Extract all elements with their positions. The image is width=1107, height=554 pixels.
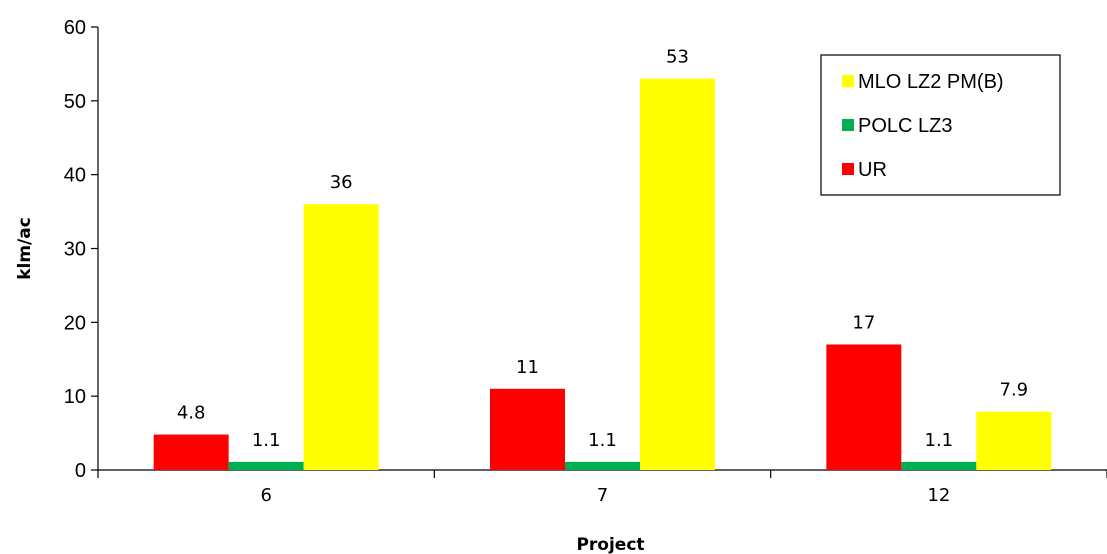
y-tick-label: 10 (64, 386, 86, 408)
y-axis: 0 10 20 30 40 50 60 (64, 17, 99, 482)
data-labels: 4.8 1.1 36 11 1.1 53 17 1.1 7.9 (177, 47, 1028, 451)
bar (640, 78, 715, 470)
y-tick-label: 20 (64, 312, 86, 334)
x-axis: 6 7 12 (97, 469, 1107, 506)
bar (490, 388, 565, 470)
data-label: 1.1 (252, 430, 281, 451)
data-label: 17 (852, 312, 875, 333)
bar (826, 344, 902, 470)
bar (901, 461, 977, 470)
bar (565, 461, 640, 470)
legend-label: POLC LZ3 (858, 115, 952, 137)
data-label: 4.8 (177, 403, 206, 424)
legend-swatch (842, 119, 854, 131)
y-tick-label: 40 (64, 165, 86, 187)
data-label: 53 (666, 47, 689, 68)
legend-label: MLO LZ2 PM(B) (858, 71, 1004, 93)
x-axis-title: Project (576, 535, 644, 554)
data-label: 11 (516, 357, 539, 378)
y-tick-label: 30 (64, 239, 86, 261)
data-label: 1.1 (588, 430, 617, 451)
y-tick-label: 50 (64, 91, 86, 113)
bar (228, 461, 304, 470)
data-label: 1.1 (925, 430, 954, 451)
legend-box (820, 54, 1061, 196)
legend: MLO LZ2 PM(B) POLC LZ3 UR (820, 54, 1061, 196)
x-tick-label: 6 (260, 485, 271, 506)
bar (303, 204, 379, 470)
data-label: 36 (330, 172, 353, 193)
x-tick-label: 7 (597, 485, 608, 506)
legend-swatch (842, 163, 854, 175)
legend-label: UR (858, 159, 887, 181)
x-tick-label: 12 (927, 485, 950, 506)
bar (153, 434, 229, 470)
y-axis-title: klm/ac (15, 217, 35, 280)
legend-swatch (842, 75, 854, 87)
bar (976, 411, 1052, 470)
bars (153, 78, 1052, 470)
data-label: 7.9 (1000, 380, 1029, 401)
y-tick-label: 0 (75, 460, 86, 482)
y-tick-label: 60 (64, 17, 86, 39)
